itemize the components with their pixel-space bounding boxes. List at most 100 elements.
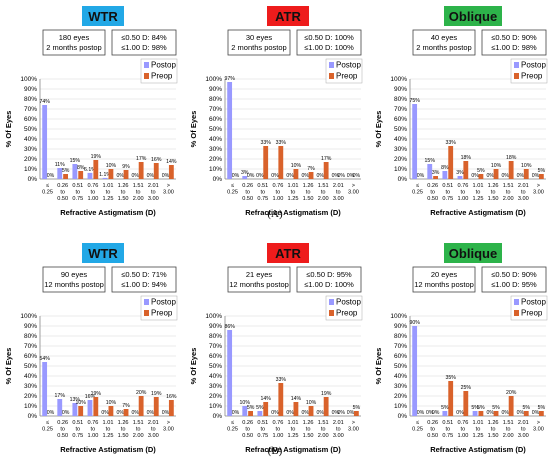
x-tick-label: 1.01	[288, 420, 299, 426]
y-tick-label: 10%	[394, 403, 407, 410]
preop-data-label: 0%	[338, 173, 346, 179]
x-tick-label: to	[260, 427, 265, 433]
x-tick-label: 1.51	[133, 420, 144, 426]
preop-data-label: 9%	[122, 164, 130, 170]
x-tick-label: 1.26	[118, 183, 129, 189]
chart-title: Oblique	[449, 246, 497, 261]
info-line: 12 months postop	[229, 280, 289, 289]
postop-bar	[42, 362, 48, 416]
preop-bar	[538, 174, 544, 179]
x-tick-label: to	[445, 427, 450, 433]
y-tick-label: 10%	[24, 403, 37, 410]
chart-title: WTR	[88, 246, 118, 261]
preop-bar	[463, 161, 469, 179]
stats-line: ≤1.00 D: 95%	[491, 280, 537, 289]
preop-bar	[138, 396, 144, 416]
preop-bar	[293, 402, 299, 416]
y-tick-label: 0%	[398, 176, 408, 183]
postop-data-label: 0%	[517, 410, 525, 416]
chart-title: Oblique	[449, 9, 497, 24]
legend-label: Postop	[336, 61, 361, 70]
preop-data-label: 5%	[477, 405, 485, 411]
preop-bar	[263, 402, 269, 416]
x-tick-label: to	[91, 427, 96, 433]
info-box	[412, 266, 476, 293]
x-tick-label: >	[537, 183, 540, 189]
x-tick-label: 0.26	[427, 183, 438, 189]
y-tick-label: 90%	[209, 323, 222, 330]
y-tick-label: 40%	[394, 373, 407, 380]
y-tick-label: 70%	[209, 106, 222, 113]
preop-data-label: 10%	[106, 400, 117, 406]
postop-data-label: 0%	[502, 173, 510, 179]
y-axis-label: % Of Eyes	[4, 111, 13, 148]
preop-data-label: 0%	[62, 410, 70, 416]
x-tick-label: 1.25	[288, 433, 299, 439]
postop-bar	[412, 326, 418, 416]
preop-data-label: 0%	[232, 173, 240, 179]
stats-box	[296, 29, 362, 56]
x-tick-label: ≤	[231, 183, 234, 189]
x-tick-label: 1.00	[87, 196, 98, 202]
postop-data-label: 0%	[301, 173, 309, 179]
postop-legend-swatch	[514, 62, 519, 68]
x-tick-label: to	[121, 427, 126, 433]
y-tick-label: 50%	[394, 126, 407, 133]
x-tick-label: ≤	[46, 183, 49, 189]
preop-bar	[93, 160, 99, 179]
preop-data-label: 7%	[307, 166, 315, 172]
x-tick-label: to	[430, 190, 435, 196]
x-tick-label: 1.00	[272, 196, 283, 202]
x-tick-label: 1.26	[303, 420, 314, 426]
preop-bar	[108, 406, 114, 416]
y-tick-label: 80%	[209, 96, 222, 103]
x-tick-label: 1.50	[303, 196, 314, 202]
y-tick-label: 80%	[209, 333, 222, 340]
y-tick-label: 100%	[205, 76, 222, 83]
x-tick-label: 0.26	[427, 420, 438, 426]
info-box	[42, 29, 106, 56]
y-tick-label: 60%	[209, 116, 222, 123]
x-tick-label: 2.01	[333, 183, 344, 189]
y-tick-label: 10%	[209, 403, 222, 410]
y-tick-label: 100%	[20, 313, 37, 320]
x-tick-label: to	[151, 190, 156, 196]
postop-data-label: 74%	[39, 99, 50, 105]
x-tick-label: 0.51	[72, 420, 83, 426]
stats-line: ≤0.50 D: 100%	[304, 33, 354, 42]
postop-data-label: 0%	[132, 173, 140, 179]
y-tick-label: 10%	[24, 166, 37, 173]
x-axis-label: Refractive Astigmatism (D)	[430, 208, 526, 217]
postop-data-label: 0%	[256, 173, 264, 179]
x-tick-label: to	[306, 427, 311, 433]
legend: Postop Preop	[510, 295, 548, 321]
title-badge	[267, 243, 309, 263]
x-tick-label: 3.00	[518, 433, 529, 439]
legend: Postop Preop	[140, 58, 178, 84]
preop-legend-swatch	[144, 73, 149, 79]
x-tick-label: to	[291, 427, 296, 433]
x-tick-label: to	[506, 190, 511, 196]
y-tick-label: 30%	[394, 383, 407, 390]
postop-legend-swatch	[329, 299, 334, 305]
x-tick-label: to	[75, 190, 80, 196]
postop-data-label: 5%	[441, 405, 449, 411]
postop-data-label: 0%	[286, 410, 294, 416]
title-badge	[444, 6, 502, 26]
postop-bar	[442, 411, 448, 416]
info-line: 30 eyes	[246, 33, 273, 42]
info-line: 2 months postop	[416, 43, 471, 52]
x-tick-label: 2.01	[148, 183, 159, 189]
x-tick-label: to	[306, 190, 311, 196]
y-tick-label: 90%	[24, 86, 37, 93]
x-tick-label: 1.01	[103, 420, 114, 426]
x-tick-label: to	[245, 190, 250, 196]
preop-data-label: 35%	[446, 375, 457, 381]
x-tick-label: to	[491, 427, 496, 433]
x-tick-label: to	[461, 427, 466, 433]
info-line: 180 eyes	[59, 33, 90, 42]
x-tick-label: to	[521, 190, 526, 196]
